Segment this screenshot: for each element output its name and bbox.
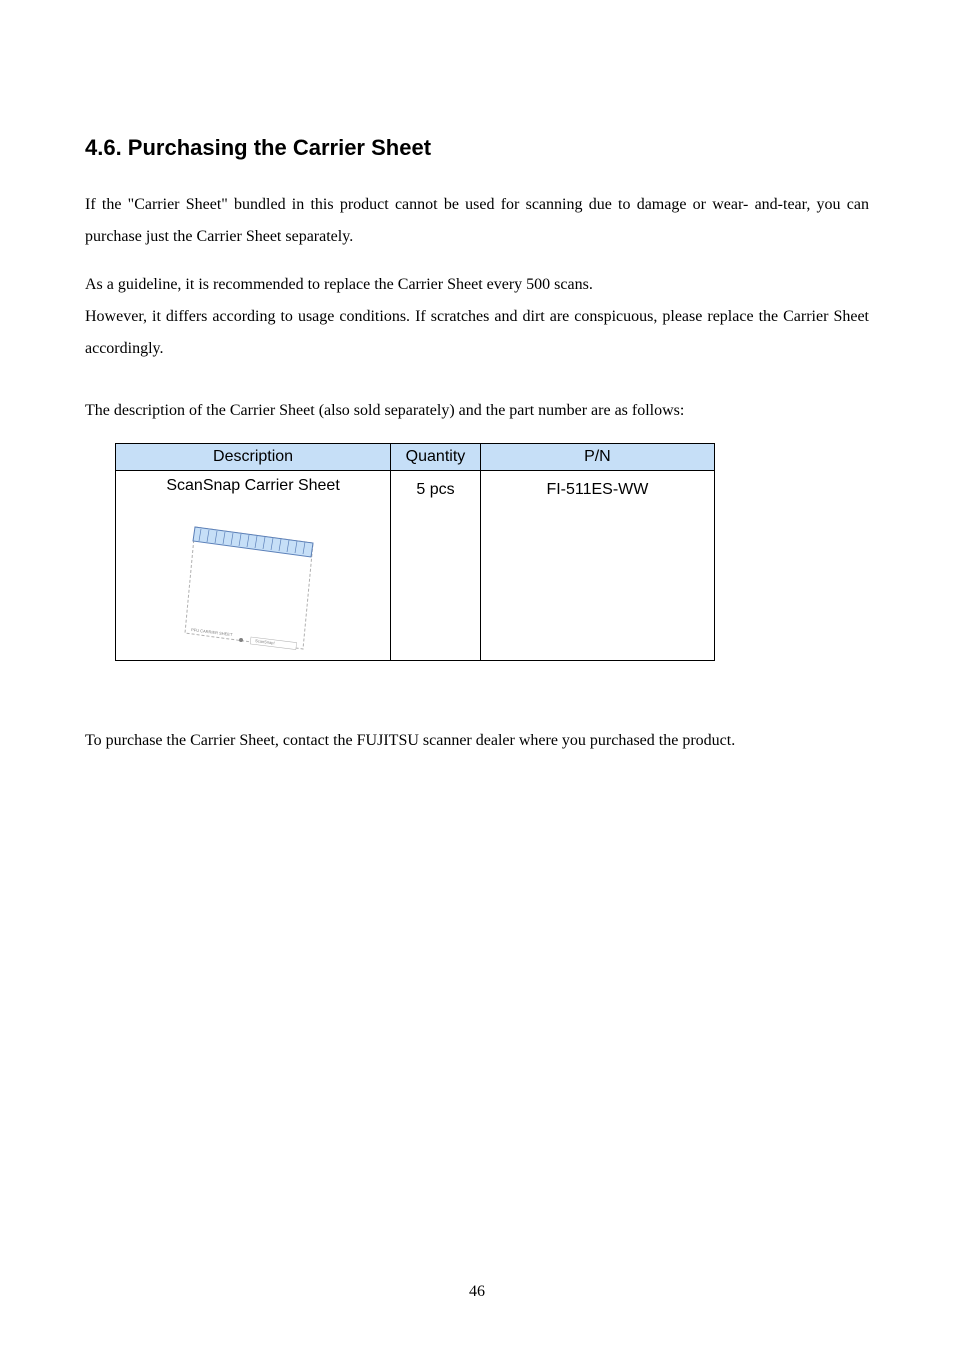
parts-table-container: Description Quantity P/N ScanSnap Carrie… — [115, 443, 715, 661]
cell-description-text: ScanSnap Carrier Sheet — [124, 477, 382, 495]
cell-description: ScanSnap Carrier Sheet — [116, 471, 391, 661]
guideline-line-1: As a guideline, it is recommended to rep… — [85, 276, 593, 293]
paragraph-intro: If the "Carrier Sheet" bundled in this p… — [85, 189, 869, 253]
carrier-sheet-illustration: PFU CARRIER SHEET ScanSnap! — [173, 509, 333, 654]
carrier-sheet-icon: PFU CARRIER SHEET ScanSnap! — [173, 509, 333, 654]
guideline-line-2: However, it differs according to usage c… — [85, 308, 869, 357]
paragraph-purchase-contact: To purchase the Carrier Sheet, contact t… — [85, 725, 869, 757]
table-header-description: Description — [116, 444, 391, 471]
parts-table: Description Quantity P/N ScanSnap Carrie… — [115, 443, 715, 661]
table-header-pn: P/N — [480, 444, 714, 471]
cell-quantity: 5 pcs — [391, 471, 481, 661]
section-heading: 4.6. Purchasing the Carrier Sheet — [85, 135, 869, 161]
paragraph-guideline: As a guideline, it is recommended to rep… — [85, 269, 869, 365]
page-number: 46 — [0, 1283, 954, 1301]
cell-pn: FI-511ES-WW — [480, 471, 714, 661]
paragraph-table-intro: The description of the Carrier Sheet (al… — [85, 395, 869, 427]
table-header-quantity: Quantity — [391, 444, 481, 471]
table-row: ScanSnap Carrier Sheet — [116, 471, 715, 661]
